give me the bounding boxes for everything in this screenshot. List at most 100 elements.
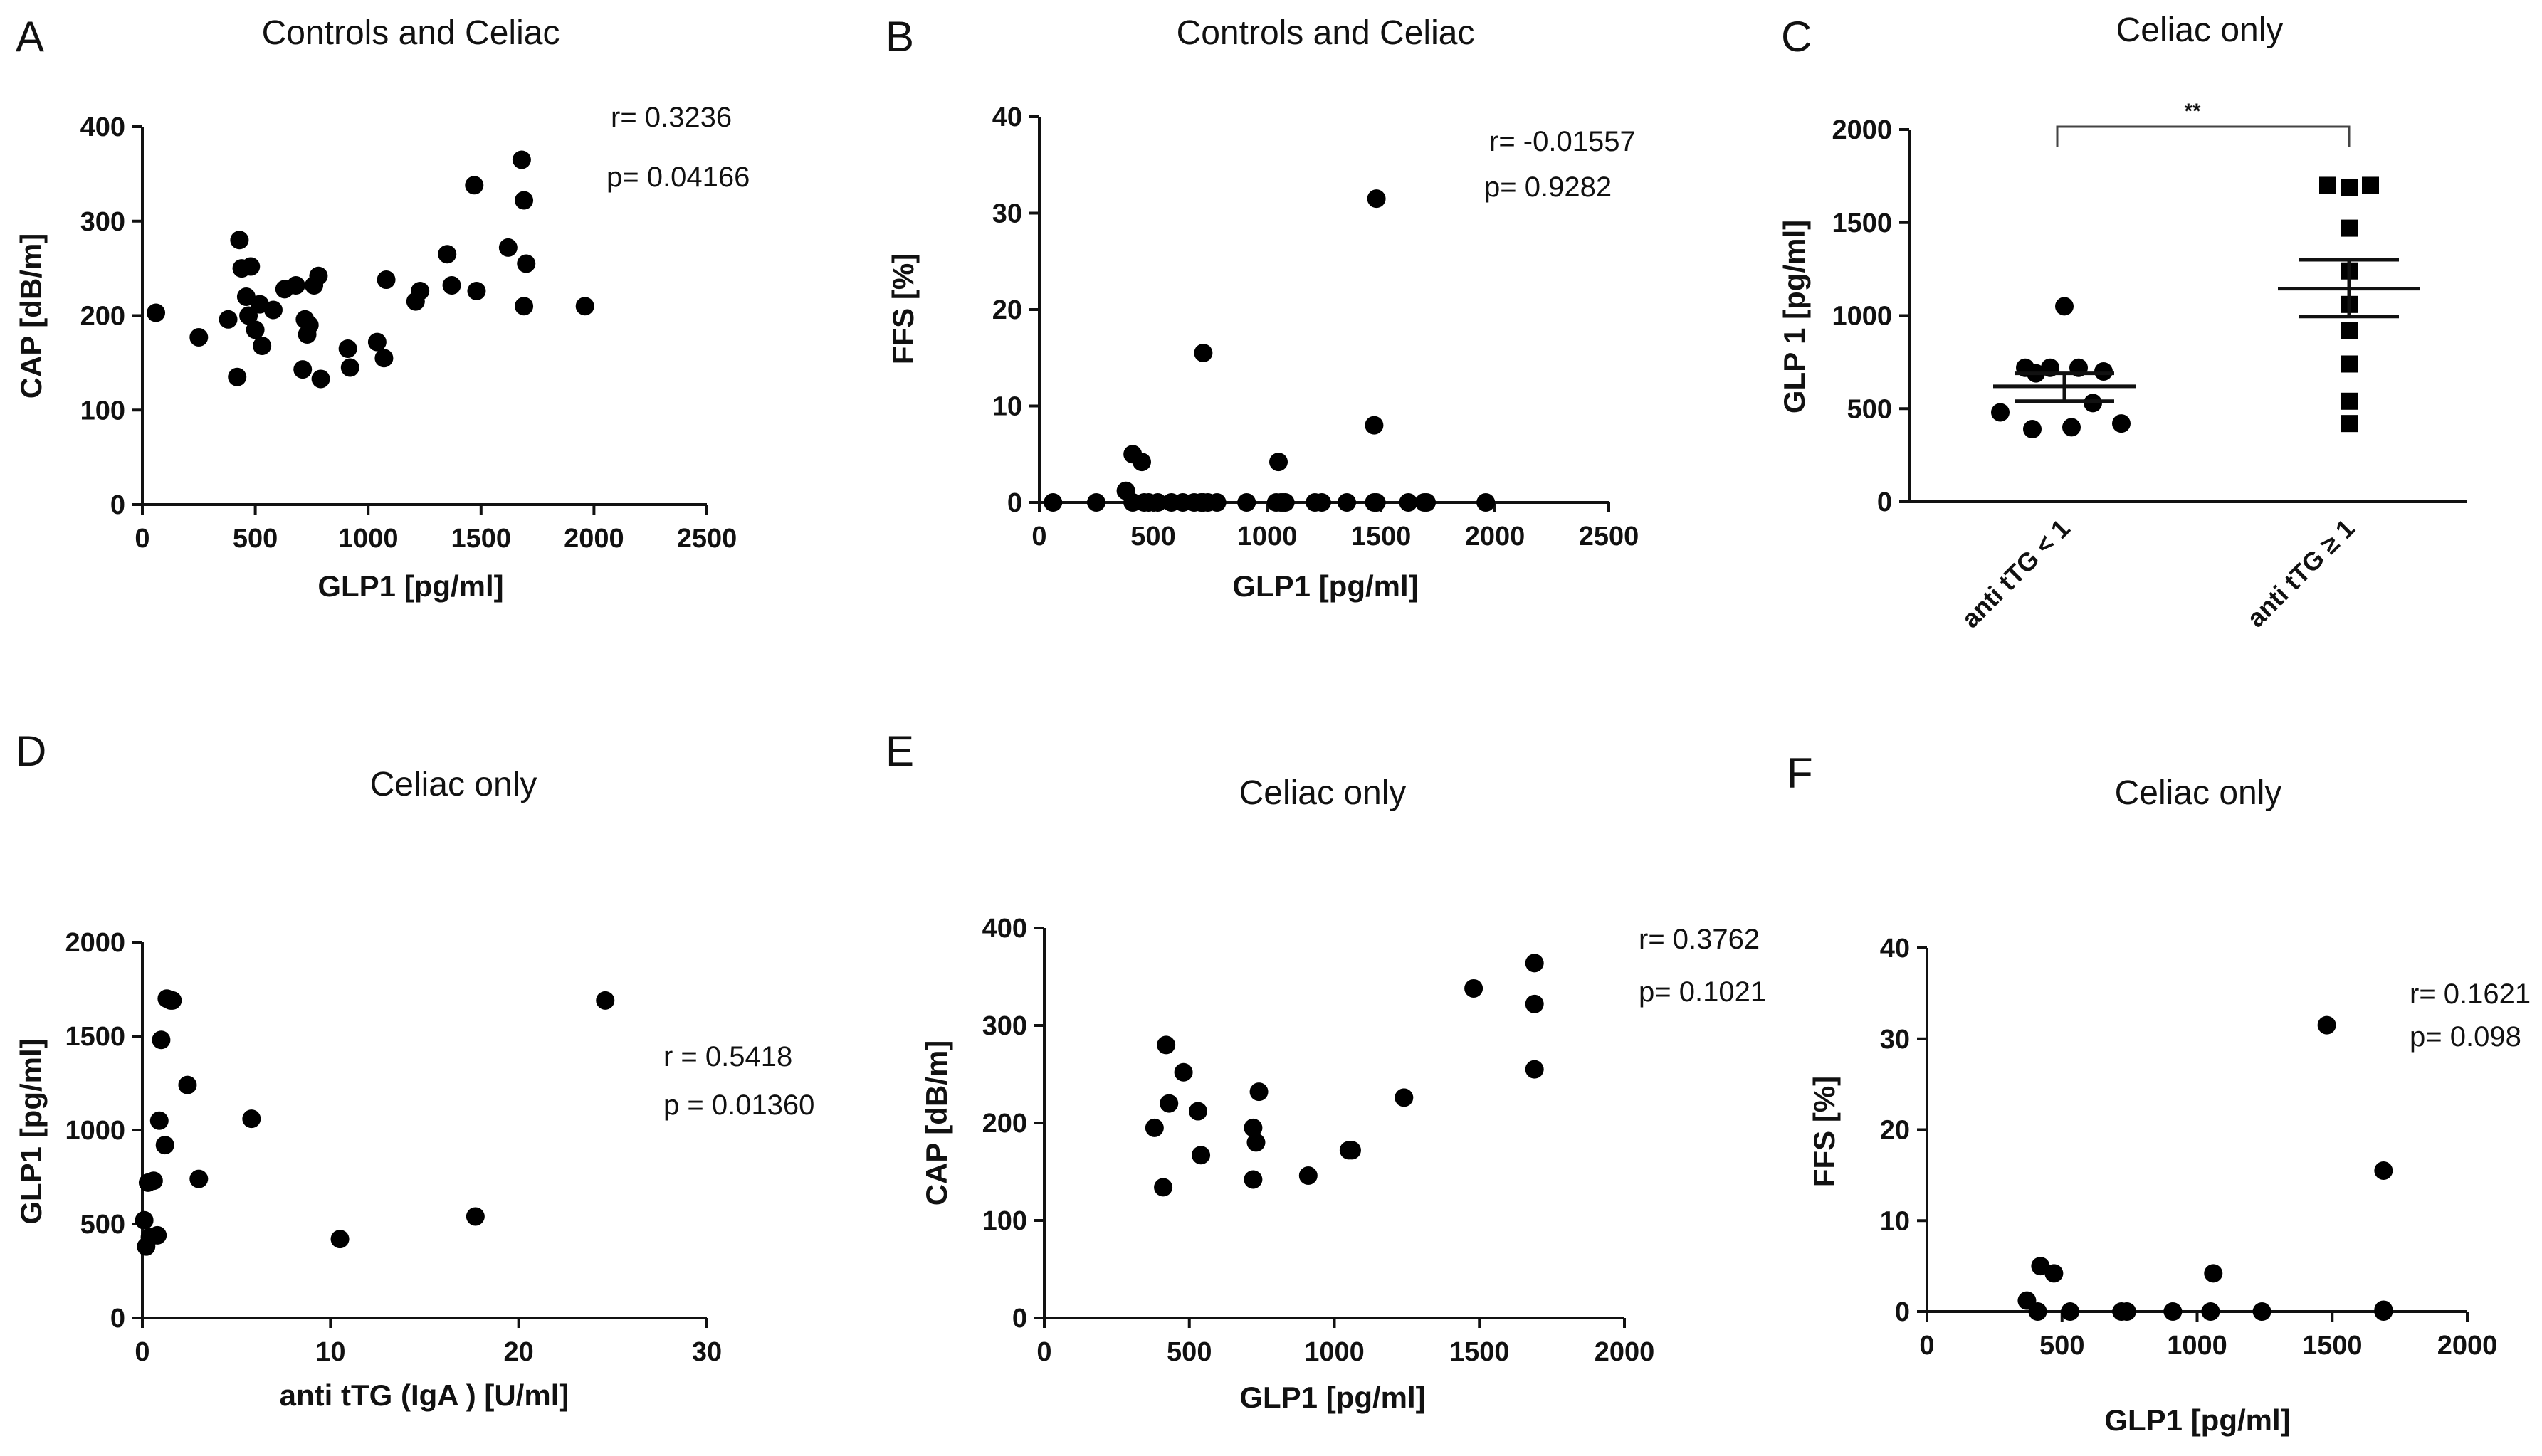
panel-e: E Celiac only 0 100 200 300 400 0 500 1000 1500 200… <box>886 727 1766 1414</box>
data-point <box>2094 362 2113 381</box>
stat-annotation: r= -0.01557 <box>1489 126 1636 157</box>
data-point <box>1298 1166 1318 1185</box>
data-point <box>515 191 534 210</box>
y-tick-label: 0 <box>110 490 125 520</box>
data-point <box>1525 954 1544 973</box>
data-point <box>1991 403 2010 422</box>
data-point <box>442 276 461 295</box>
data-point <box>1399 493 1418 512</box>
x-axis-label: GLP1 [pg/ml] <box>1232 569 1418 603</box>
panel-letter: A <box>16 13 44 60</box>
significance-bracket <box>2056 125 2351 147</box>
y-axis-label: CAP [dB/m] <box>14 233 48 399</box>
y-tick-label: 500 <box>80 1210 125 1240</box>
data-point <box>246 320 265 339</box>
data-point <box>1044 493 1063 512</box>
data-point <box>1148 493 1167 512</box>
x-tick-label: 500 <box>2039 1331 2084 1361</box>
stat-annotation: p= 0.9282 <box>1484 172 1612 203</box>
stat-annotation: r = 0.5418 <box>663 1041 792 1072</box>
data-point <box>1188 1102 1207 1121</box>
data-point <box>1525 1060 1544 1079</box>
data-point <box>2341 392 2358 410</box>
stat-annotation: p= 0.098 <box>2410 1021 2521 1053</box>
data-point <box>1246 1133 1266 1152</box>
data-point <box>1476 493 1496 512</box>
data-point <box>236 287 256 306</box>
data-point <box>1133 453 1151 472</box>
data-point <box>2362 176 2379 194</box>
y-tick-label: 0 <box>1012 1304 1027 1334</box>
x-tick-label: 2000 <box>1465 522 1525 552</box>
data-point <box>2319 176 2336 194</box>
data-point <box>2341 219 2358 237</box>
data-point <box>189 1169 209 1188</box>
data-point <box>340 358 359 377</box>
data-point <box>2062 418 2081 437</box>
stat-annotation: r= 0.3236 <box>611 102 732 133</box>
panel-b: B Controls and Celiac 0 10 20 30 40 0 500 1000 150… <box>886 13 1639 603</box>
data-point <box>2031 1257 2050 1276</box>
x-tick-label: 1000 <box>2167 1331 2227 1361</box>
data-point <box>2341 179 2358 196</box>
y-tick-label: 0 <box>1877 487 1892 517</box>
data-point <box>1249 1082 1269 1102</box>
data-point <box>1395 1088 1414 1107</box>
x-tick-label: 2000 <box>564 524 624 554</box>
data-point <box>1365 416 1384 435</box>
x-tick-label: 500 <box>233 524 278 554</box>
panel-f: F Celiac only 0 10 20 30 40 0 500 1000 1500 2000 GLP… <box>1787 749 2531 1437</box>
x-axis-label: anti tTG (IgA ) [U/ml] <box>280 1378 569 1412</box>
data-point <box>300 315 319 334</box>
data-point <box>263 300 283 320</box>
panel-letter: B <box>886 13 914 60</box>
data-point <box>1192 1146 1211 1165</box>
x-tick-label: 1500 <box>1351 522 1412 552</box>
y-tick-label: 200 <box>80 302 125 332</box>
data-point <box>1525 994 1544 1013</box>
data-point <box>219 310 238 329</box>
data-point <box>512 150 531 169</box>
data-point <box>2044 1264 2064 1283</box>
data-point <box>596 991 615 1010</box>
y-tick-label: 1000 <box>65 1116 125 1146</box>
panel-letter: D <box>16 727 46 775</box>
data-point <box>2117 1302 2136 1321</box>
y-tick-label: 400 <box>982 914 1027 944</box>
significance-marker: ** <box>2184 100 2201 123</box>
data-point <box>178 1075 197 1094</box>
data-point <box>2341 415 2358 433</box>
x-tick-label: 1000 <box>1304 1337 1365 1367</box>
y-tick-label: 300 <box>80 207 125 237</box>
data-point <box>2023 420 2042 439</box>
data-point <box>230 231 249 250</box>
y-tick-label: 30 <box>992 199 1022 229</box>
y-tick-label: 0 <box>110 1304 125 1334</box>
x-tick-label: 30 <box>692 1337 722 1367</box>
data-point <box>2201 1302 2220 1321</box>
y-axis-label: CAP [dB/m] <box>920 1040 953 1206</box>
x-tick-label: 500 <box>1130 522 1175 552</box>
x-tick-label: 0 <box>135 1337 149 1367</box>
data-point <box>309 266 328 285</box>
data-point <box>241 257 261 276</box>
panel-letter: F <box>1787 749 1813 797</box>
data-point <box>467 281 486 300</box>
data-point <box>147 303 166 322</box>
category-label: anti tTG < 1 <box>1955 514 2075 633</box>
data-point <box>498 238 518 257</box>
x-tick-label: 0 <box>1031 522 1046 552</box>
data-point <box>239 306 258 325</box>
data-point <box>1367 189 1386 209</box>
stat-annotation: r= 0.3762 <box>1639 924 1760 955</box>
data-point <box>1338 493 1356 512</box>
data-point <box>286 276 305 295</box>
x-tick-label: 2000 <box>2437 1331 2498 1361</box>
data-point <box>1154 1178 1173 1197</box>
x-tick-label: 2000 <box>1595 1337 1655 1367</box>
data-point <box>2341 355 2358 373</box>
data-point <box>1244 1170 1263 1189</box>
x-tick-label: 0 <box>1919 1331 1934 1361</box>
data-point <box>1269 453 1288 472</box>
data-point <box>155 1136 174 1155</box>
